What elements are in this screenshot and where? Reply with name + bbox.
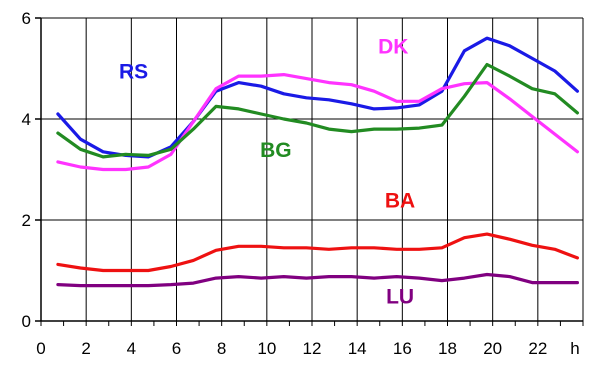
y-tick-label: 2 — [22, 211, 31, 230]
series-line-rs — [56, 36, 580, 159]
series-label-rs: RS — [119, 61, 148, 84]
series-label-lu: LU — [386, 285, 414, 308]
series-label-ba: BA — [385, 189, 415, 212]
x-tick-label: 2 — [81, 339, 90, 358]
x-unit-label: h — [570, 339, 579, 358]
tick-labels: 0 2 4 6 0 2 4 6 8 10 12 14 16 18 20 22 h — [22, 9, 580, 358]
x-tick-label: 22 — [528, 339, 547, 358]
x-tick-label: 10 — [257, 339, 276, 358]
series-label-dk: DK — [378, 35, 408, 58]
series-line-lu — [56, 272, 580, 288]
series-labels: RS DK BG BA LU — [119, 35, 415, 308]
grid — [41, 17, 584, 321]
x-tick-label: 20 — [483, 339, 502, 358]
series-label-bg: BG — [260, 139, 292, 162]
series-line-dk — [56, 72, 580, 172]
x-tick-label: 6 — [172, 339, 181, 358]
y-tick-label: 4 — [22, 110, 31, 129]
x-tick-label: 14 — [348, 339, 367, 358]
series-line-bg — [56, 62, 580, 159]
x-tick-label: 8 — [217, 339, 226, 358]
series-line-ba — [56, 232, 580, 273]
x-tick-label: 18 — [438, 339, 457, 358]
series-lines — [56, 36, 580, 288]
axes — [35, 17, 584, 326]
x-tick-label: 12 — [303, 339, 322, 358]
x-tick-label: 16 — [393, 339, 412, 358]
y-tick-label: 0 — [22, 312, 31, 331]
x-tick-label: 0 — [36, 339, 45, 358]
x-tick-label: 4 — [127, 339, 136, 358]
y-tick-label: 6 — [22, 9, 31, 28]
